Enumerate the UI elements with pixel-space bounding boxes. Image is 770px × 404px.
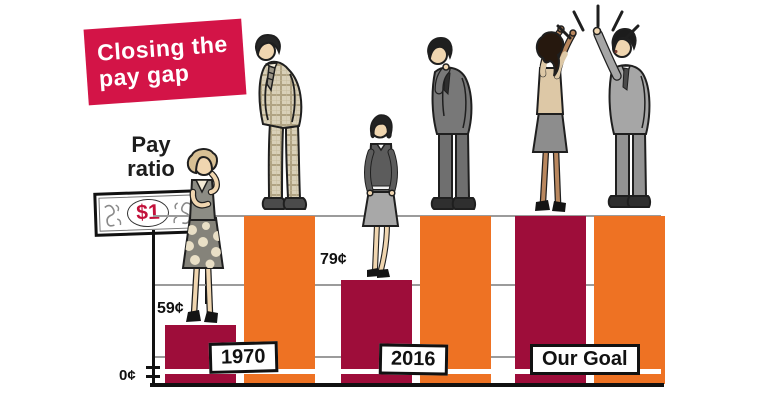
engraving-scribble-icon — [104, 204, 122, 227]
y-axis-label-line2: ratio — [127, 155, 175, 181]
engraving-scribble-icon — [173, 202, 192, 225]
zero-tick-label: 0¢ — [119, 367, 136, 384]
y-axis-line — [152, 230, 155, 385]
dollar-bill-sign: $1 — [93, 189, 203, 237]
y-axis-label-line1: Pay — [131, 132, 171, 157]
category-box-1970: 1970 — [208, 341, 278, 374]
x-axis-baseline — [150, 383, 664, 387]
high-five-sparks-icon — [552, 0, 644, 46]
gridline-dollar — [153, 215, 661, 217]
y-axis-label: Pay ratio — [103, 133, 199, 181]
illustration-man-1970 — [236, 30, 328, 218]
title-badge: Closing the pay gap — [83, 18, 247, 106]
axis-tick-upper — [146, 366, 160, 369]
value-label-2016: 79¢ — [320, 251, 347, 268]
category-box-our-goal: Our Goal — [530, 344, 640, 375]
value-label-1970: 59¢ — [157, 300, 184, 317]
category-box-2016: 2016 — [378, 343, 448, 376]
illustration-woman-2016 — [344, 112, 416, 282]
illustration-man-goal — [584, 18, 672, 218]
illustration-man-2016 — [406, 32, 496, 218]
illustration-woman-1970 — [162, 146, 238, 327]
axis-tick-zero — [146, 375, 160, 378]
illustration-woman-goal — [510, 20, 590, 218]
